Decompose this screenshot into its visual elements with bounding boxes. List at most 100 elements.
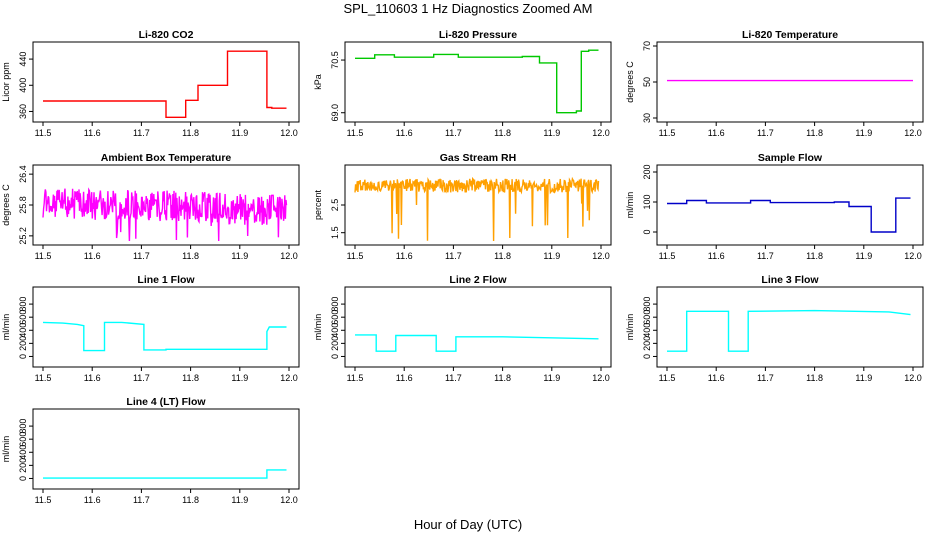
x-tick-label: 11.8 [182,495,199,505]
y-tick-label: 200 [642,164,652,179]
x-tick-label: 11.6 [84,251,101,261]
x-tick-label: 12.0 [280,251,298,261]
y-tick-label: 400 [18,78,28,93]
y-axis-label: ml/min [1,436,11,463]
y-axis-label: degrees C [625,61,635,103]
x-tick-label: 11.8 [182,373,199,383]
plot-frame [32,408,300,490]
x-tick-label: 11.6 [84,373,101,383]
x-tick-label: 11.7 [445,251,462,261]
panel-title: Li-820 Pressure [439,29,517,41]
y-tick-label: 1.5 [330,226,340,239]
x-tick-label: 11.6 [396,251,413,261]
x-tick-label: 12.0 [280,495,298,505]
panel-9: Line 3 Flow ml/min 11.5 11.6 11.7 11.8 11.9 12.… [625,274,924,383]
y-tick-label: 70.5 [330,51,340,69]
x-tick-label: 11.9 [855,251,872,261]
series-line [354,176,600,242]
plot-frame [656,41,924,123]
x-tick-label: 11.5 [659,373,676,383]
y-tick-label: 360 [18,104,28,119]
y-tick-label: 600 [18,432,28,447]
y-tick-label: 600 [330,310,340,325]
series-line [355,334,599,352]
panel-6: Sample Flow ml/min 11.5 11.6 11.7 11.8 11.9 12.… [625,152,924,261]
y-axis-label: degrees C [1,184,11,226]
series-line [43,50,287,119]
y-tick-label: 30 [642,113,652,123]
panel-title: Line 2 Flow [449,274,507,286]
y-tick-label: 200 [18,336,28,351]
y-axis-label: kPa [313,74,323,90]
x-tick-label: 11.5 [659,251,676,261]
y-tick-label: 200 [330,336,340,351]
x-tick-label: 11.5 [347,251,364,261]
y-tick-label: 25.2 [18,227,28,245]
x-tick-label: 11.5 [347,128,364,138]
x-tick-label: 12.0 [592,251,610,261]
y-tick-label: 440 [18,52,28,67]
x-tick-label: 12.0 [592,128,610,138]
y-tick-label: 2.5 [330,199,340,212]
x-tick-label: 12.0 [904,251,922,261]
x-tick-label: 12.0 [280,373,298,383]
series-line [667,309,911,352]
x-tick-label: 11.5 [347,373,364,383]
x-tick-label: 11.6 [708,251,725,261]
panel-10: Line 4 (LT) Flow ml/min 11.5 11.6 11.7 11.8 11… [1,396,300,505]
y-tick-label: 600 [18,310,28,325]
panel-8: Line 2 Flow ml/min 11.5 11.6 11.7 11.8 11.9 12.… [313,274,612,383]
y-tick-label: 200 [642,336,652,351]
y-axis-label: ml/min [1,314,11,341]
x-tick-label: 11.6 [708,128,725,138]
x-tick-label: 11.9 [855,128,872,138]
panel-5: Gas Stream RH percent 11.5 11.6 11.7 11.8 11.9… [313,152,612,261]
y-tick-label: 600 [642,310,652,325]
x-tick-label: 11.7 [757,128,774,138]
plot-frame [344,164,612,246]
panel-3: Li-820 Temperature degrees C 11.5 11.6 11.7 1… [625,29,924,138]
series-line [667,197,911,233]
y-axis-label: ml/min [625,314,635,341]
y-tick-label: 0 [18,476,28,481]
x-tick-label: 11.9 [231,128,248,138]
panel-1: Li-820 CO2 Licor ppm 11.5 11.6 11.7 11.8 11.9 1… [1,29,300,138]
y-tick-label: 400 [18,323,28,338]
plot-frame [344,286,612,368]
panel-2: Li-820 Pressure kPa 11.5 11.6 11.7 11.8 11.9 12… [313,29,612,138]
x-tick-label: 11.7 [133,251,150,261]
y-tick-label: 400 [18,445,28,460]
x-tick-label: 12.0 [280,128,298,138]
y-axis-label: ml/min [625,192,635,219]
plot-frame [344,41,612,123]
panel-4: Ambient Box Temperature degrees C 11.5 11.6… [1,152,300,261]
y-tick-label: 800 [330,297,340,312]
x-tick-label: 11.8 [182,251,199,261]
x-tick-label: 11.5 [35,251,52,261]
y-axis-label: percent [313,189,323,220]
y-tick-label: 800 [18,297,28,312]
panel-title: Li-820 Temperature [742,29,838,41]
x-tick-label: 11.9 [543,128,560,138]
x-tick-label: 11.7 [133,128,150,138]
x-tick-label: 11.5 [35,495,52,505]
x-tick-label: 11.7 [445,128,462,138]
x-tick-label: 11.5 [35,373,52,383]
panel-title: Line 1 Flow [137,274,195,286]
y-tick-label: 25.8 [18,196,28,214]
panel-title: Gas Stream RH [440,152,516,164]
y-tick-label: 0 [642,354,652,359]
plot-frame [656,286,924,368]
panel-title: Line 4 (LT) Flow [126,396,206,408]
plot-frame [32,286,300,368]
x-tick-label: 11.7 [445,373,462,383]
x-tick-label: 11.9 [543,251,560,261]
y-tick-label: 0 [642,229,652,234]
x-axis-caption: Hour of Day (UTC) [413,517,523,532]
panel-7: Line 1 Flow ml/min 11.5 11.6 11.7 11.8 11.9 12.… [1,274,300,383]
series-line [42,321,287,352]
x-tick-label: 11.6 [84,495,101,505]
x-tick-label: 11.8 [806,251,823,261]
y-tick-label: 400 [642,323,652,338]
